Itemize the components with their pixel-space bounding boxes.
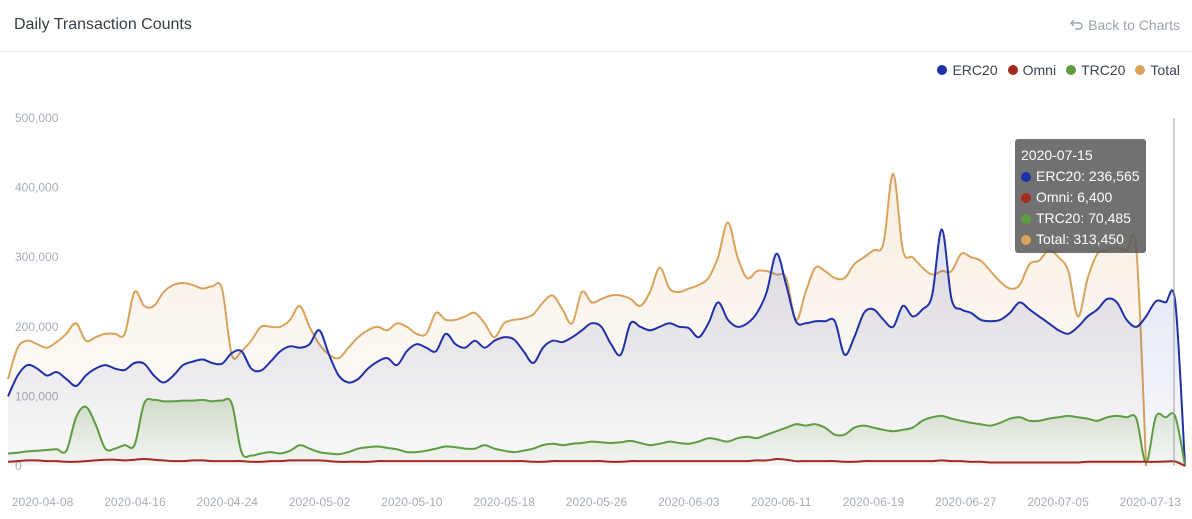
tooltip-row-omni: Omni: 6,400 [1021, 187, 1140, 208]
x-tick-label: 2020-07-13 [1120, 495, 1182, 509]
legend-item-erc20[interactable]: ERC20 [937, 62, 998, 78]
legend-item-total[interactable]: Total [1135, 62, 1180, 78]
x-tick-label: 2020-05-02 [289, 495, 351, 509]
back-arrow-icon [1070, 19, 1083, 30]
series-line-trc20[interactable] [7, 397, 1186, 467]
series-area-erc20 [8, 229, 1185, 466]
tooltip-name-omni: Omni [1036, 189, 1070, 205]
tooltip-row-total: Total: 313,450 [1021, 229, 1140, 250]
x-tick-label: 2020-04-08 [12, 495, 74, 509]
y-tick-label: 500,000 [15, 111, 59, 125]
page-title: Daily Transaction Counts [14, 16, 192, 33]
y-tick-label: 200,000 [15, 320, 59, 334]
legend-dot-omni [1007, 65, 1018, 75]
x-tick-label: 2020-05-18 [473, 495, 535, 509]
legend-item-trc20[interactable]: TRC20 [1066, 62, 1125, 78]
chart-tooltip: 2020-07-15 ERC20: 236,565 Omni: 6,400 TR… [1015, 139, 1146, 253]
series-line-omni[interactable] [7, 457, 1186, 467]
legend-label-omni: Omni [1022, 62, 1057, 78]
x-tick-label: 2020-05-26 [566, 495, 628, 509]
x-tick-label: 2020-05-10 [381, 495, 443, 509]
tooltip-name-trc20: TRC20 [1036, 210, 1081, 226]
plot-area [7, 172, 1186, 467]
x-tick-label: 2020-06-19 [843, 495, 905, 509]
tooltip-row-trc20: TRC20: 70,485 [1021, 208, 1140, 229]
tooltip-value-erc20: 236,565 [1088, 168, 1140, 184]
x-tick-label: 2020-04-24 [197, 495, 259, 509]
legend-dot-trc20 [1066, 65, 1077, 75]
x-tick-label: 2020-07-05 [1027, 495, 1089, 509]
x-tick-label: 2020-04-16 [104, 495, 166, 509]
tooltip-dot-trc20 [1021, 213, 1031, 224]
tooltip-value-omni: 6,400 [1077, 189, 1113, 205]
tooltip-row-erc20: ERC20: 236,565 [1021, 166, 1140, 187]
legend-dot-erc20 [937, 65, 948, 75]
chart-legend: ERC20 Omni TRC20 Total [927, 62, 1180, 78]
legend-label-erc20: ERC20 [952, 62, 998, 78]
tooltip-dot-erc20 [1021, 171, 1031, 182]
x-tick-label: 2020-06-27 [935, 495, 997, 509]
legend-dot-total [1135, 65, 1146, 75]
x-tick-label: 2020-06-11 [751, 495, 812, 509]
back-to-charts-button[interactable]: Back to Charts [1070, 17, 1180, 33]
y-tick-label: 300,000 [15, 250, 59, 264]
back-to-charts-label[interactable]: Back to Charts [1088, 17, 1180, 33]
tooltip-dot-total [1021, 234, 1031, 245]
x-axis: 2020-04-08 2020-04-16 2020-04-24 2020-05-02… [12, 495, 1181, 509]
series-line-total[interactable] [7, 172, 1148, 467]
tooltip-name-erc20: ERC20 [1036, 168, 1082, 184]
tooltip-date: 2020-07-15 [1021, 147, 1093, 163]
x-tick-label: 2020-06-03 [658, 495, 720, 509]
tooltip-value-total: 313,450 [1073, 231, 1124, 247]
chart-header: Daily Transaction Counts Back to Charts [0, 0, 1192, 52]
legend-item-omni[interactable]: Omni [1007, 62, 1057, 78]
tooltip-name-total: Total [1036, 231, 1066, 247]
tooltip-dot-omni [1021, 192, 1031, 203]
series-line-erc20[interactable] [7, 228, 1186, 467]
tooltip-value-trc20: 70,485 [1088, 210, 1131, 226]
legend-label-trc20: TRC20 [1081, 62, 1126, 78]
y-tick-label: 400,000 [15, 181, 59, 195]
legend-label-total: Total [1150, 62, 1180, 78]
series-area-trc20 [8, 398, 1185, 466]
